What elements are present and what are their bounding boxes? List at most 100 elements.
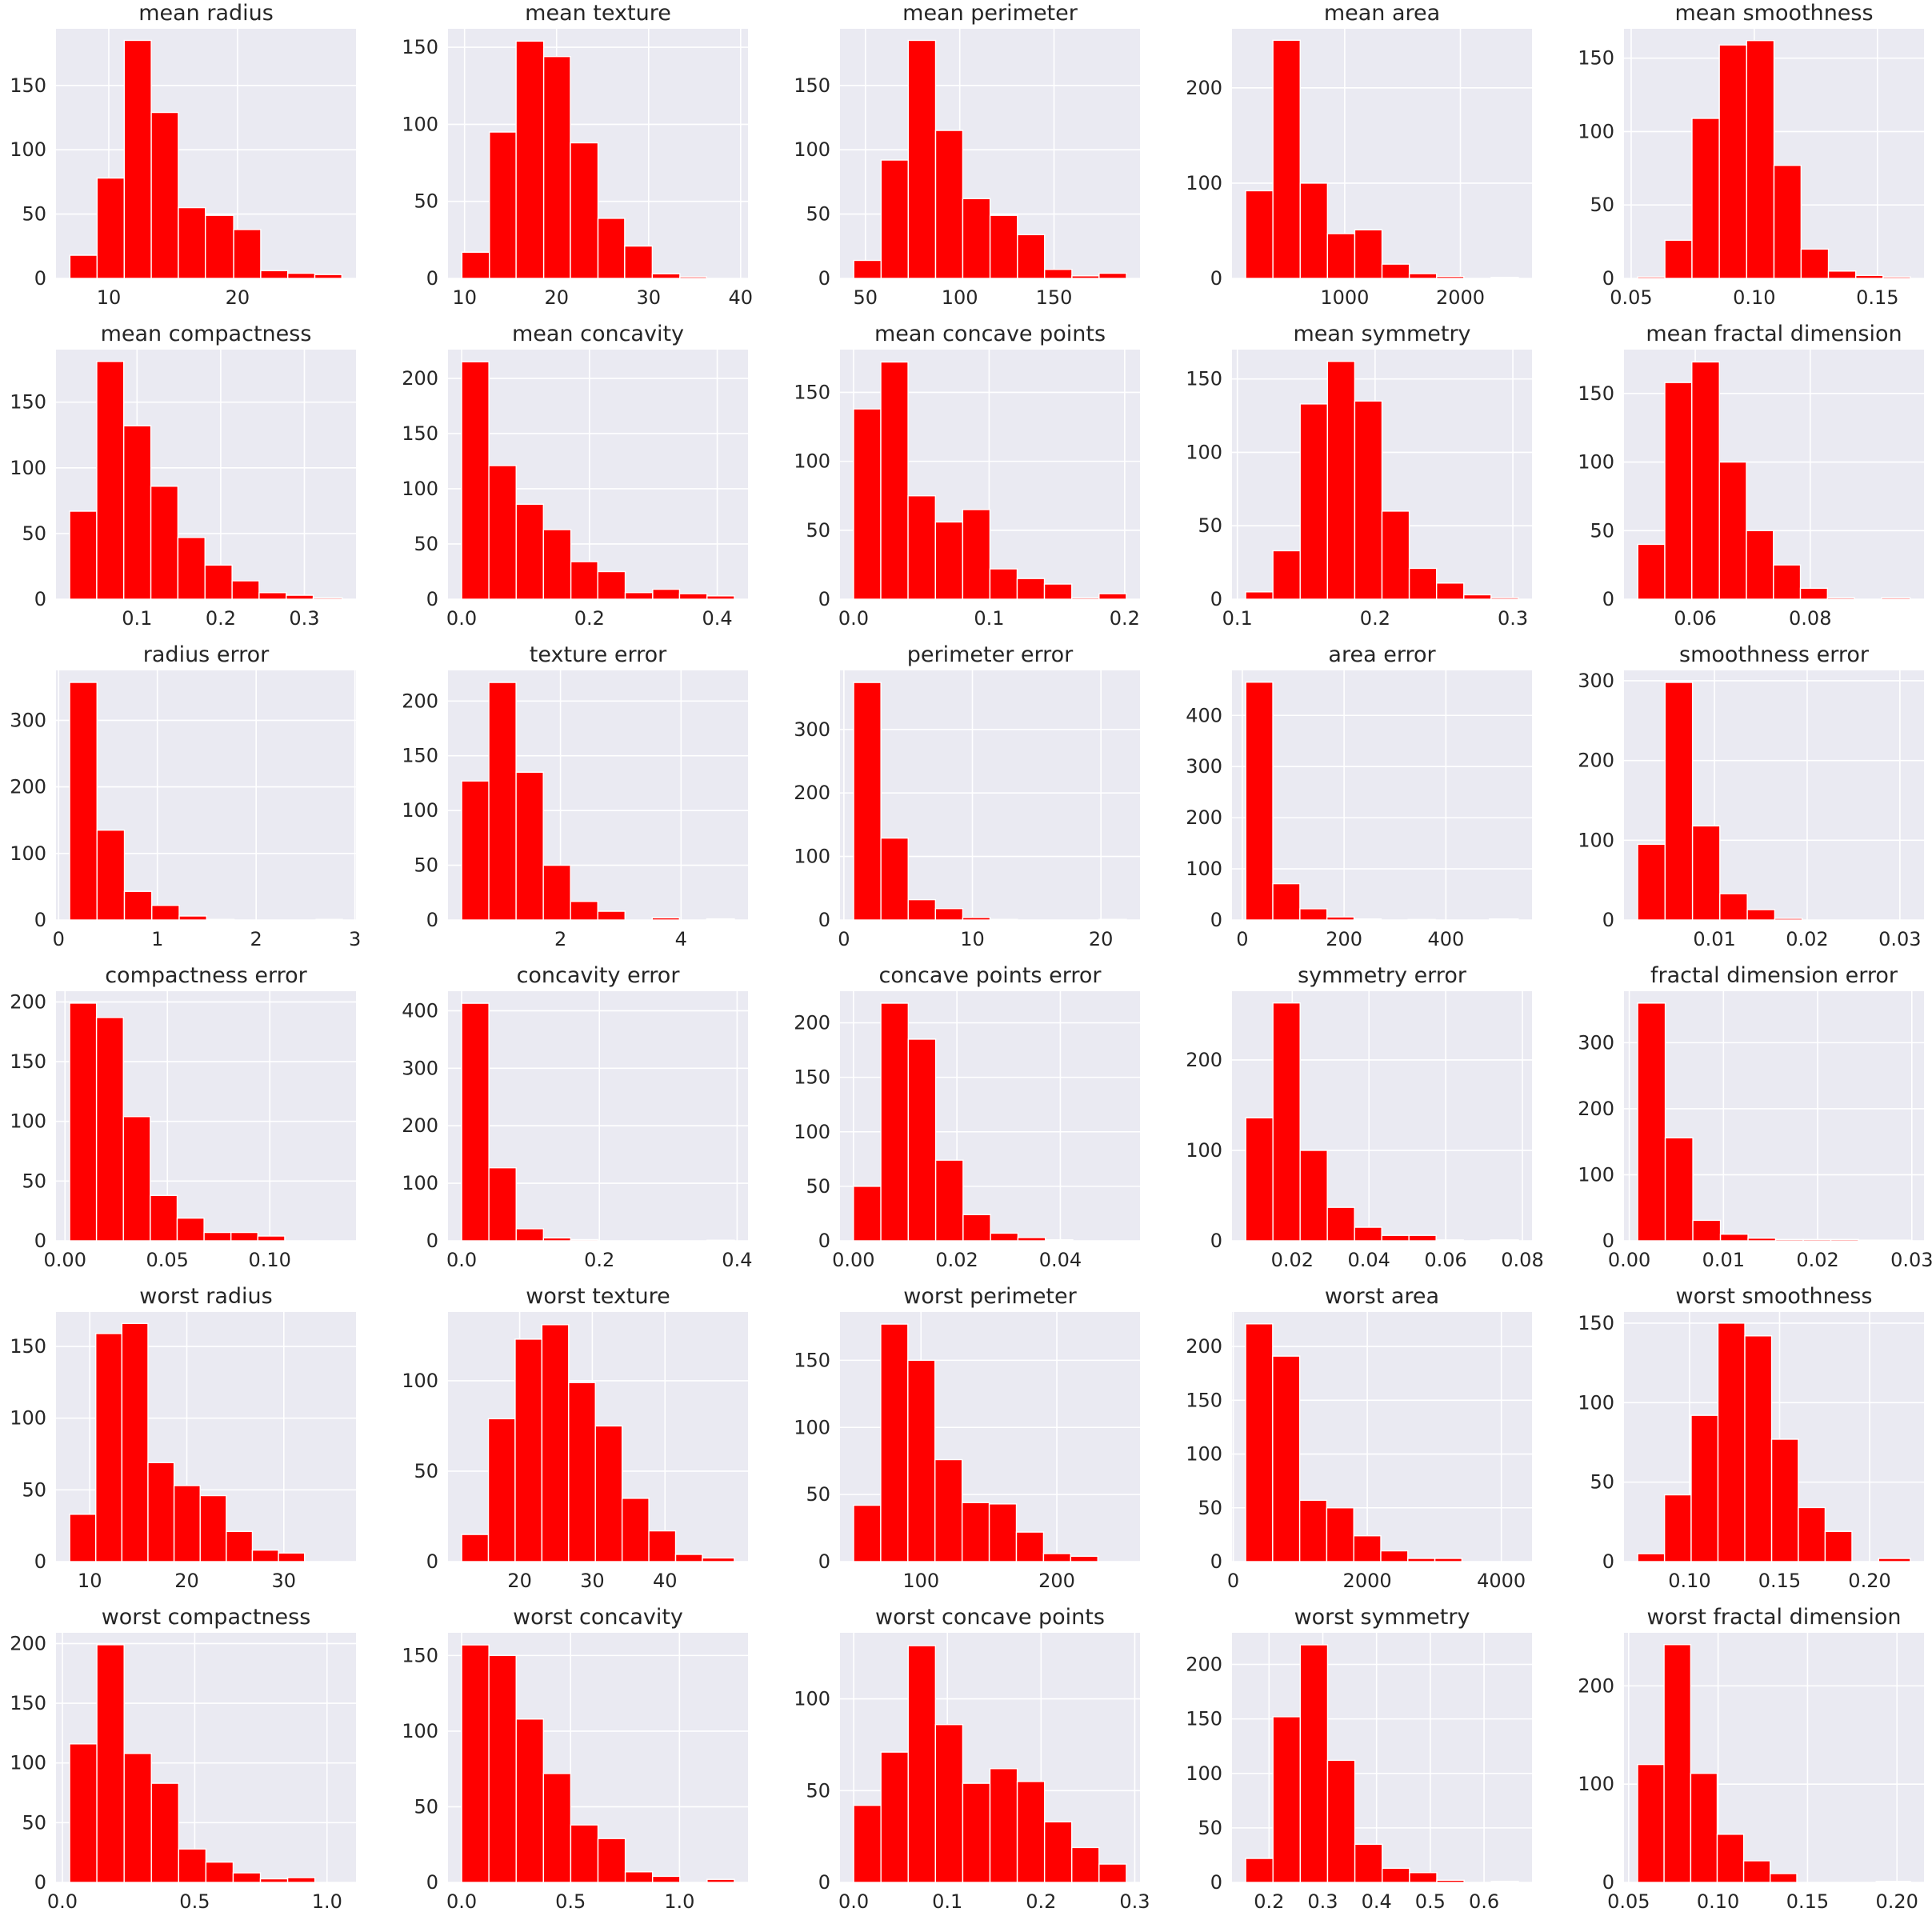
y-tick-label: 150 [10,74,46,97]
histogram-bar [1353,1535,1382,1562]
histogram-bar [1463,594,1492,600]
y-tick-label: 100 [1578,1391,1614,1414]
x-tick-label: 0.02 [935,1249,978,1271]
y-tick-label: 0 [818,267,830,290]
histogram-bar [988,1503,1018,1562]
x-tick-label: 0.1 [974,607,1004,630]
y-tick-label: 100 [1186,441,1222,463]
histogram-bar [1299,182,1329,279]
histogram-worst-fractal-dimension: worst fractal dimension 0.05 0.10 0.15 0.20 0… [1578,1605,1924,1913]
histogram-bar [1637,843,1666,921]
histogram-bar [907,898,937,921]
y-tick-label: 0 [34,1550,46,1573]
histogram-bar [934,130,964,279]
x-tick-label: 0.5 [1415,1890,1446,1913]
x-tick-label: 0.3 [1119,1890,1150,1913]
histogram-bar [150,1782,180,1883]
histogram-worst-symmetry: worst symmetry 0.2 0.3 0.4 0.5 0.6 0 50 100 150 20… [1186,1605,1532,1913]
histogram-bar [962,1214,991,1242]
histogram-bar [1637,1553,1666,1562]
y-tick-label: 100 [402,799,438,822]
x-tick-label: 1 [151,928,163,950]
histogram-bar [1245,190,1274,279]
x-tick-label: 0.6 [1469,1890,1499,1913]
x-tick-label: 2000 [1436,286,1485,309]
histogram-worst-compactness: worst compactness 0.0 0.5 1.0 0 50 100 150 200 [10,1605,356,1913]
histogram-bar [1272,550,1301,600]
histogram-bar [461,361,490,600]
histogram-bar [1407,918,1436,921]
y-tick-label: 50 [1198,1497,1222,1519]
histogram-bar [1692,1219,1722,1242]
histogram-bar [1381,263,1410,279]
histogram-bar [570,901,598,921]
y-tick-label: 200 [794,782,830,804]
histogram-bar [1408,567,1438,600]
histogram-bar [1664,382,1693,600]
histogram-bar [1882,276,1911,279]
histogram-bar [230,1231,259,1242]
histogram-bar [570,561,598,600]
y-tick-label: 50 [414,1795,438,1818]
x-tick-label: 0.5 [179,1890,210,1913]
histogram-bar [1354,1843,1383,1883]
chart-title: worst area [1325,1284,1439,1309]
y-tick-label: 150 [402,1644,438,1666]
histogram-compactness-error: compactness error 0.00 0.05 0.10 0 50 100 150 20… [10,963,356,1271]
histogram-bar [204,214,234,279]
x-tick-label: 0 [1236,928,1248,950]
histogram-bar [1408,273,1438,279]
y-tick-label: 100 [1186,1443,1222,1466]
y-tick-label: 0 [426,909,438,931]
x-tick-label: 0.04 [1347,1249,1390,1271]
histogram-bar [203,1231,232,1242]
y-tick-label: 400 [402,999,438,1022]
y-tick-label: 100 [1578,1163,1614,1186]
y-tick-label: 200 [10,990,46,1013]
histogram-bar [990,1232,1019,1242]
histogram-bar [1044,269,1073,279]
x-tick-label: 0.3 [1498,607,1528,630]
histogram-bar [1663,1494,1692,1562]
y-tick-label: 0 [1602,1230,1614,1252]
histogram-bar [260,270,289,279]
x-tick-label: 40 [729,286,754,309]
histogram-bar [233,229,262,279]
histogram-bar [907,1359,936,1562]
y-tick-label: 200 [1186,806,1222,829]
y-tick-label: 100 [10,457,46,479]
x-tick-label: 0.04 [1039,1249,1082,1271]
histogram-mean-radius: mean radius 10 20 0 50 100 150 [10,1,356,309]
histogram-bar [515,503,544,600]
chart-title: mean radius [138,1,274,26]
histogram-bar [461,1002,490,1242]
histogram-bar [1742,1860,1771,1883]
histogram-bar [96,829,126,921]
histogram-bar [515,40,545,279]
x-tick-label: 0.0 [47,1890,78,1913]
histogram-bar [1299,1150,1328,1242]
histogram-bar [853,1186,882,1242]
histogram-bar [570,142,599,279]
x-tick-label: 20 [544,286,569,309]
histogram-bar [1746,39,1775,279]
histogram-worst-smoothness: worst smoothness 0.10 0.15 0.20 0 50 100 150 [1578,1284,1924,1592]
histogram-bar [259,1878,289,1883]
histogram-bar [1637,276,1666,279]
y-tick-label: 50 [806,1483,830,1506]
y-tick-label: 0 [1210,909,1222,931]
histogram-concavity-error: concavity error 0.0 0.2 0.4 0 100 200 300 400 [402,963,752,1271]
histogram-bar [257,1235,286,1242]
histogram-bar [1858,1239,1887,1242]
histogram-bar [594,1425,623,1562]
y-tick-label: 100 [402,1720,438,1742]
y-tick-label: 300 [1578,1031,1614,1054]
histogram-bar [597,1838,626,1883]
x-tick-label: 0.03 [1890,1249,1932,1271]
histogram-bar [315,918,343,921]
histogram-bar [1017,234,1046,279]
histogram-bar [962,1782,991,1883]
histogram-bar [542,529,572,600]
histogram-bar [624,245,654,279]
histogram-bar [907,39,937,279]
